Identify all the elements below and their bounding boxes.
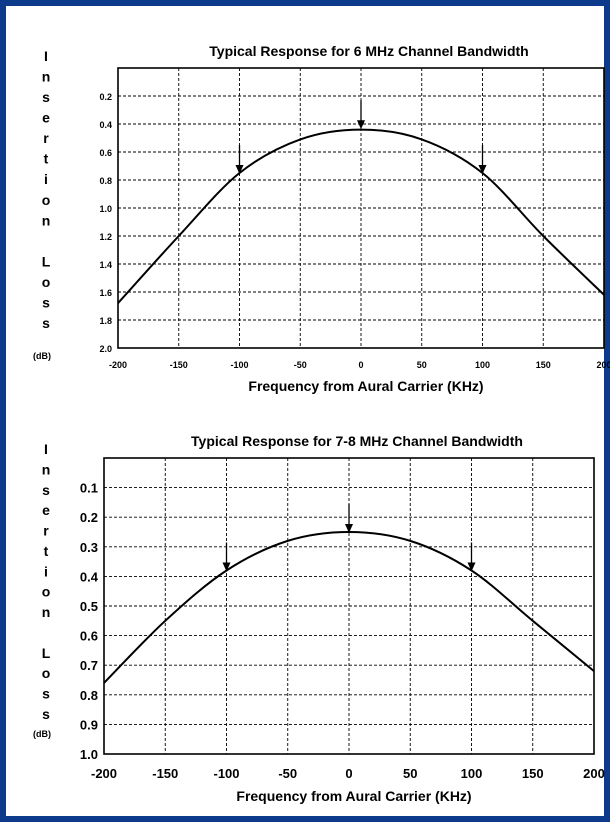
y-tick-label: 0.8 [80,688,98,703]
y-tick-label: 0.2 [80,510,98,525]
y-tick-label: 1.2 [99,232,112,242]
x-tick-label: 0 [358,360,363,370]
y-tick-label: 0.4 [99,120,112,130]
y-tick-label: 0.5 [80,599,98,614]
y-tick-label: 0.7 [80,658,98,673]
plot-area-border [117,67,605,349]
y-tick-label: 1.6 [99,288,112,298]
x-axis-label: Frequency from Aural Carrier (KHz) [236,788,471,804]
chart-6mhz: Typical Response for 6 MHz Channel Bandw… [33,43,610,394]
marker-arrow-head [235,165,244,174]
chart-title: Typical Response for 7-8 MHz Channel Ban… [191,433,523,449]
x-axis-label: Frequency from Aural Carrier (KHz) [248,378,483,394]
x-tick-label: -150 [152,766,178,781]
y-tick-label: 0.8 [99,176,112,186]
chart-7-8mhz: Typical Response for 7-8 MHz Channel Ban… [33,433,605,804]
x-tick-label: 50 [417,360,427,370]
response-curve [117,128,605,304]
plot-area-border [103,457,595,755]
y-tick-label: 1.4 [99,260,112,270]
y-tick-label: 0.3 [80,540,98,555]
y-tick-label: 1.8 [99,316,112,326]
x-tick-label: -100 [230,360,248,370]
y-tick-label: 0.6 [99,148,112,158]
x-tick-label: 200 [596,360,610,370]
x-tick-label: 100 [475,360,490,370]
marker-arrow-head [222,562,231,572]
x-tick-label: -50 [294,360,307,370]
y-axis-unit: (dB) [33,351,51,361]
y-tick-label: 0.6 [80,629,98,644]
marker-arrow-head [357,120,365,130]
y-tick-label: 1.0 [80,747,98,762]
x-tick-label: -200 [109,360,127,370]
y-tick-label: 1.0 [99,204,112,214]
y-tick-label: 0.1 [80,481,98,496]
x-tick-label: -150 [170,360,188,370]
chart-title: Typical Response for 6 MHz Channel Bandw… [209,43,528,59]
y-tick-label: 0.2 [99,92,112,102]
charts-canvas: Typical Response for 6 MHz Channel Bandw… [33,43,610,804]
y-tick-label: 2.0 [99,344,112,354]
marker-arrow-head [467,562,476,572]
x-tick-label: 0 [345,766,352,781]
marker-arrow-head [478,165,487,174]
x-tick-label: -100 [213,766,239,781]
y-tick-label: 0.4 [80,569,99,584]
x-tick-label: -200 [91,766,117,781]
x-tick-label: 200 [583,766,605,781]
y-axis-unit: (dB) [33,729,51,739]
x-tick-label: 150 [522,766,544,781]
marker-arrow-head [345,524,353,533]
x-tick-label: 100 [461,766,483,781]
x-tick-label: -50 [278,766,297,781]
x-tick-label: 50 [403,766,417,781]
x-tick-label: 150 [536,360,551,370]
y-tick-label: 0.9 [80,717,98,732]
